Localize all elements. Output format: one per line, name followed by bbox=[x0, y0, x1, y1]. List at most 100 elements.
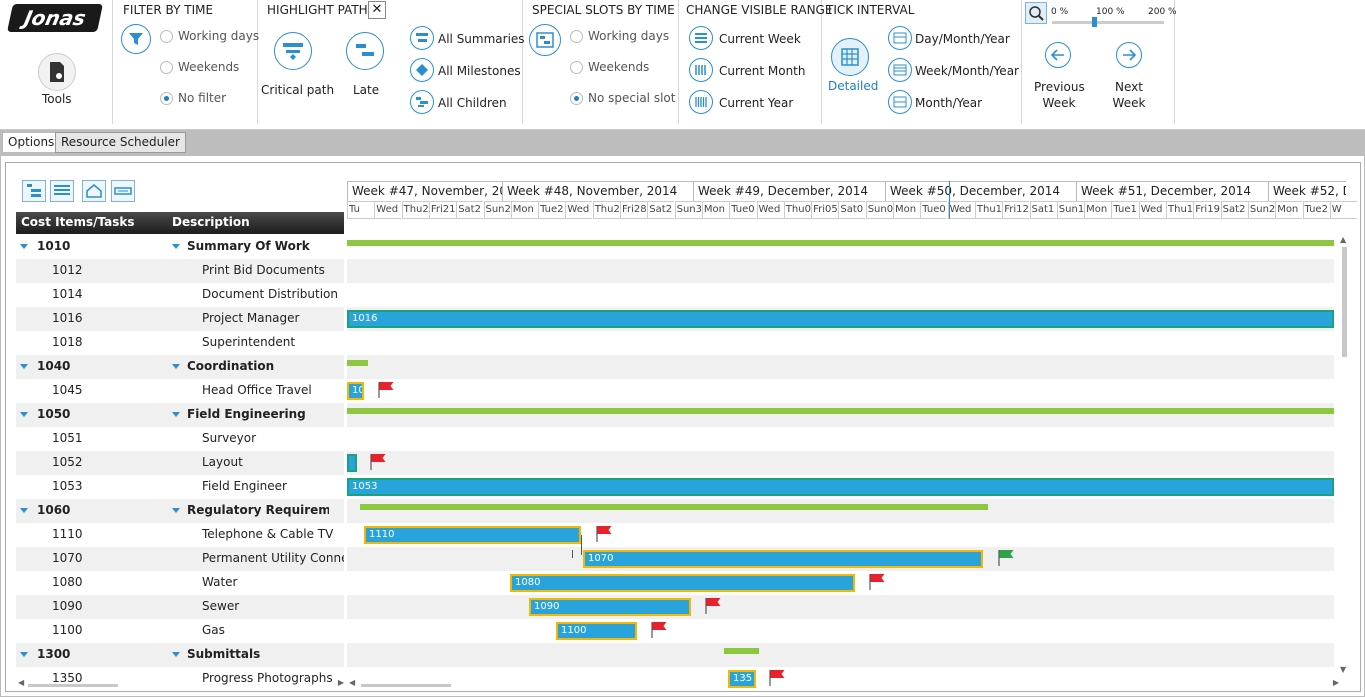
task-bar[interactable]: 1053 bbox=[347, 478, 1334, 496]
table-row[interactable]: 1060 Regulatory Requirements bbox=[16, 499, 344, 523]
table-row[interactable]: 1100 Gas bbox=[16, 619, 344, 643]
table-row[interactable]: 1010 Summary Of Work bbox=[16, 235, 344, 259]
week-month-year-button[interactable] bbox=[888, 58, 912, 82]
task-bar[interactable]: 1080 bbox=[510, 574, 855, 592]
column-header-description[interactable]: Description bbox=[167, 212, 344, 234]
collapse-chevron-icon[interactable] bbox=[172, 412, 180, 417]
slot-working-days-radio[interactable] bbox=[570, 30, 583, 43]
toolbar-grid-button[interactable] bbox=[50, 180, 74, 202]
collapse-chevron-icon[interactable] bbox=[172, 652, 180, 657]
collapse-chevron-icon[interactable] bbox=[20, 244, 28, 249]
detailed-button[interactable] bbox=[831, 38, 869, 76]
tab-resource-scheduler[interactable]: Resource Scheduler bbox=[55, 132, 186, 153]
next-week-button[interactable] bbox=[1116, 42, 1142, 68]
scroll-thumb-vertical[interactable] bbox=[1342, 247, 1347, 357]
table-row[interactable]: 1300 Submittals bbox=[16, 643, 344, 667]
scroll-down-arrow[interactable]: ▼ bbox=[1340, 665, 1347, 674]
scroll-thumb-grid[interactable] bbox=[28, 684, 118, 687]
table-row[interactable]: 1080 Water bbox=[16, 571, 344, 595]
critical-path-button[interactable] bbox=[274, 32, 312, 70]
zoom-slider-track[interactable] bbox=[1052, 21, 1164, 24]
filter-button[interactable] bbox=[121, 24, 151, 54]
slot-weekends-radio[interactable] bbox=[570, 61, 583, 74]
filter-no-filter-radio[interactable] bbox=[160, 92, 173, 105]
summary-bar[interactable] bbox=[347, 360, 368, 366]
tools-button[interactable] bbox=[38, 53, 76, 91]
current-week-button[interactable] bbox=[689, 26, 713, 50]
all-children-button[interactable] bbox=[410, 90, 434, 114]
table-row[interactable]: 1018 Superintendent bbox=[16, 331, 344, 355]
filter-weekends-radio[interactable] bbox=[160, 61, 173, 74]
task-description: Regulatory Requirements bbox=[187, 503, 329, 517]
table-row[interactable]: 1070 Permanent Utility Connections bbox=[16, 547, 344, 571]
table-row[interactable]: 1053 Field Engineer bbox=[16, 475, 344, 499]
task-bar[interactable]: 1100 bbox=[556, 622, 637, 640]
collapse-chevron-icon[interactable] bbox=[172, 364, 180, 369]
all-summaries-button[interactable] bbox=[410, 26, 434, 50]
current-year-button[interactable] bbox=[689, 90, 713, 114]
late-button[interactable] bbox=[346, 32, 384, 70]
task-description: Project Manager bbox=[202, 311, 300, 325]
collapse-chevron-icon[interactable] bbox=[172, 244, 180, 249]
summary-bar[interactable] bbox=[360, 504, 988, 510]
scroll-right-arrow[interactable]: ▶ bbox=[337, 678, 344, 687]
vertical-scrollbar[interactable]: ▲ ▼ bbox=[1339, 235, 1351, 685]
table-row[interactable]: 1016 Project Manager bbox=[16, 307, 344, 331]
chart-scroll-left-arrow[interactable]: ◀ bbox=[349, 678, 356, 687]
gantt-row bbox=[347, 283, 1334, 307]
filter-working-days-radio[interactable] bbox=[160, 30, 173, 43]
toolbar-home-button[interactable] bbox=[82, 180, 106, 202]
collapse-chevron-icon[interactable] bbox=[20, 364, 28, 369]
table-row[interactable]: 1052 Layout bbox=[16, 451, 344, 475]
collapse-chevron-icon[interactable] bbox=[20, 508, 28, 513]
close-highlight-button[interactable]: ✕ bbox=[368, 1, 386, 19]
late-flag-icon bbox=[705, 598, 721, 614]
zoom-slider-thumb[interactable] bbox=[1092, 17, 1097, 27]
toolbar-link-button[interactable] bbox=[111, 180, 135, 202]
column-header-id[interactable]: Cost Items/Tasks bbox=[16, 212, 167, 234]
gantt-control: Cost Items/Tasks Description Week #47, N… bbox=[5, 162, 1361, 692]
table-row[interactable]: 1014 Document Distribution bbox=[16, 283, 344, 307]
summary-bar[interactable] bbox=[347, 240, 1334, 246]
task-bar[interactable]: 135 bbox=[728, 670, 756, 688]
all-milestones-button[interactable] bbox=[410, 58, 434, 82]
table-row[interactable]: 1110 Telephone & Cable TV bbox=[16, 523, 344, 547]
scroll-left-arrow[interactable]: ◀ bbox=[18, 678, 25, 687]
scroll-thumb-chart[interactable] bbox=[361, 684, 451, 687]
table-row[interactable]: 1090 Sewer bbox=[16, 595, 344, 619]
task-bar[interactable]: 1016 bbox=[347, 310, 1334, 328]
grid-horizontal-scrollbar[interactable]: ◀ ▶ bbox=[18, 678, 344, 691]
table-row[interactable]: 1350 Progress Photographs bbox=[16, 667, 344, 691]
table-row[interactable]: 1050 Field Engineering bbox=[16, 403, 344, 427]
zoom-button[interactable] bbox=[1025, 2, 1047, 24]
summary-bar[interactable] bbox=[724, 648, 759, 654]
task-bar[interactable] bbox=[347, 454, 357, 472]
table-row[interactable]: 1051 Surveyor bbox=[16, 427, 344, 451]
task-bar[interactable]: 10 bbox=[347, 382, 364, 400]
collapse-chevron-icon[interactable] bbox=[20, 412, 28, 417]
scroll-up-arrow[interactable]: ▲ bbox=[1340, 235, 1347, 244]
month-year-button[interactable] bbox=[888, 90, 912, 114]
task-description: Telephone & Cable TV bbox=[202, 527, 334, 541]
chart-scroll-right-arrow[interactable]: ▶ bbox=[1332, 678, 1339, 687]
task-bar[interactable]: 1110 bbox=[364, 526, 581, 544]
day-header: W bbox=[1329, 201, 1357, 219]
previous-week-button[interactable] bbox=[1045, 42, 1071, 68]
collapse-chevron-icon[interactable] bbox=[172, 508, 180, 513]
summary-bar[interactable] bbox=[347, 408, 1334, 414]
tab-options[interactable]: Options bbox=[2, 132, 61, 153]
slot-no-special-radio[interactable] bbox=[570, 92, 583, 105]
toolbar-tree-button[interactable] bbox=[22, 180, 46, 202]
chart-horizontal-scrollbar[interactable]: ◀ ▶ bbox=[349, 678, 1339, 691]
table-row[interactable]: 1045 Head Office Travel bbox=[16, 379, 344, 403]
task-bar[interactable]: 1090 bbox=[529, 598, 691, 616]
collapse-chevron-icon[interactable] bbox=[20, 652, 28, 657]
gantt-row bbox=[347, 451, 1334, 475]
table-row[interactable]: 1040 Coordination bbox=[16, 355, 344, 379]
day-header: Wed bbox=[374, 201, 402, 219]
task-bar[interactable]: 1070 bbox=[583, 550, 983, 568]
current-month-button[interactable] bbox=[689, 58, 713, 82]
table-row[interactable]: 1012 Print Bid Documents bbox=[16, 259, 344, 283]
special-slots-button[interactable] bbox=[529, 24, 561, 56]
day-month-year-button[interactable] bbox=[888, 26, 912, 50]
